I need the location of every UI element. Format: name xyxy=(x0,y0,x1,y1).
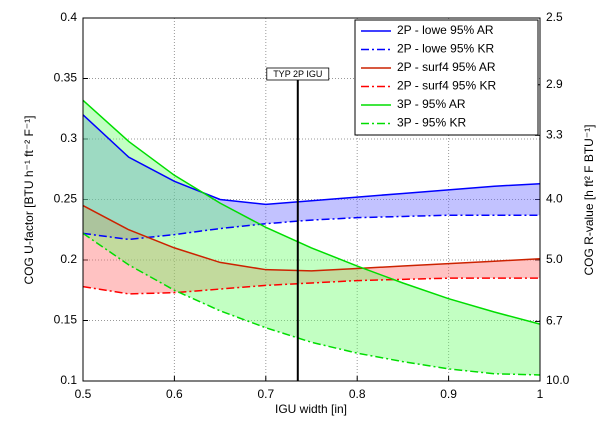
x-axis-label: IGU width [in] xyxy=(275,402,347,416)
series-line xyxy=(82,214,540,241)
legend-label: 2P - surf4 95% AR xyxy=(397,60,496,74)
band-fill xyxy=(83,100,540,375)
legend-label: 3P - 95% AR xyxy=(397,97,466,111)
y2-tick-label: 2.9 xyxy=(546,77,563,91)
y-tick-label: 0.35 xyxy=(54,71,78,85)
series-line xyxy=(82,277,540,295)
y2-tick-label: 2.5 xyxy=(546,10,563,24)
y-tick-label: 0.25 xyxy=(54,192,78,206)
x-tick-label: 0.6 xyxy=(166,387,183,401)
x-tick-label: 0.7 xyxy=(257,387,274,401)
band-fill xyxy=(83,114,540,240)
y2-tick-label: 3.3 xyxy=(546,128,563,142)
annotation-text: TYP 2P IGU xyxy=(273,69,322,79)
y-tick-label: 0.1 xyxy=(60,373,77,387)
y2-tick-label: 4.0 xyxy=(546,192,563,206)
x-tick-label: 0.9 xyxy=(440,387,457,401)
legend-label: 3P - 95% KR xyxy=(397,116,466,130)
annotation-box xyxy=(266,67,330,81)
y2-tick-label: 6.7 xyxy=(546,314,563,328)
y-tick-label: 0.2 xyxy=(60,252,77,266)
legend-label: 2P - surf4 95% KR xyxy=(397,79,496,93)
x-tick-label: 0.5 xyxy=(75,387,92,401)
y-tick-label: 0.3 xyxy=(60,131,77,145)
band-fill xyxy=(83,205,540,294)
y2-tick-label: 10.0 xyxy=(546,373,570,387)
series-line xyxy=(82,204,541,272)
legend-box xyxy=(354,19,539,136)
legend-label: 2P - lowe 95% KR xyxy=(397,42,494,56)
x-tick-label: 0.8 xyxy=(349,387,366,401)
y2-axis-label: COG R-value [h ft² F BTU⁻¹] xyxy=(582,124,596,275)
series-line xyxy=(82,99,541,325)
legend-label: 2P - lowe 95% AR xyxy=(397,23,494,37)
plot-frame xyxy=(82,17,541,382)
y-tick-label: 0.4 xyxy=(60,10,77,24)
x-tick-label: 1 xyxy=(537,387,544,401)
series-line xyxy=(82,114,541,206)
y-tick-label: 0.15 xyxy=(54,313,78,327)
y2-tick-label: 5.0 xyxy=(546,252,563,266)
y-axis-label: COG U-factor [BTU h⁻¹ ft⁻² F⁻¹] xyxy=(22,115,36,284)
